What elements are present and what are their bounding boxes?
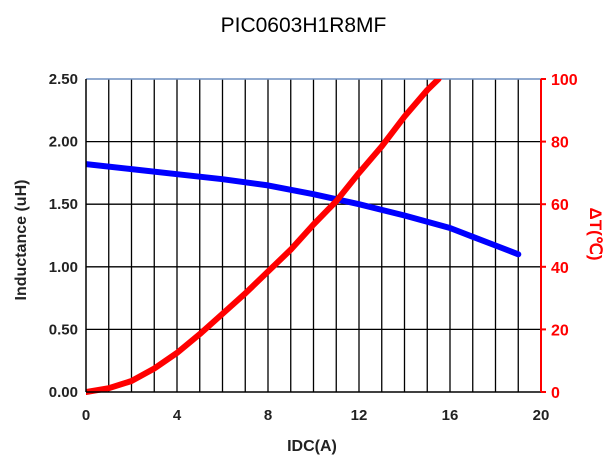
x-tick-label: 20 xyxy=(533,407,550,424)
y-right-tick-label: 60 xyxy=(551,197,569,214)
y-left-tick-label: 2.00 xyxy=(49,134,78,151)
x-tick-label: 16 xyxy=(442,407,459,424)
axes xyxy=(85,78,546,393)
tick-labels: 0 4 8 12 16 200.000.501.001.502.002.500204060… xyxy=(49,71,578,424)
y-right-tick-label: 0 xyxy=(551,385,560,402)
temperature-rise-line xyxy=(86,79,442,395)
x-axis-label: IDC(A) xyxy=(287,438,337,455)
grid xyxy=(86,78,541,392)
y-left-tick-label: 0.50 xyxy=(49,321,78,338)
y-left-tick-label: 1.00 xyxy=(49,259,78,276)
x-tick-label: 0 xyxy=(82,407,90,424)
y-left-tick-label: 1.50 xyxy=(49,196,78,213)
y-right-tick-label: 80 xyxy=(551,135,569,152)
chart-title: PIC0603H1R8MF xyxy=(220,14,387,37)
x-tick-label: 4 xyxy=(173,407,182,424)
y-right-tick-label: 20 xyxy=(551,322,569,339)
y-axis-right-label: ΔT(℃) xyxy=(586,207,605,260)
y-right-tick-label: 100 xyxy=(551,72,578,89)
series-layer xyxy=(86,79,522,395)
y-left-tick-label: 0.00 xyxy=(49,384,78,401)
y-right-tick-label: 40 xyxy=(551,260,569,277)
y-axis-left-label: Inductance (uH) xyxy=(13,180,30,301)
x-tick-label: 8 xyxy=(264,407,272,424)
y-left-tick-label: 2.50 xyxy=(49,71,78,88)
x-tick-label: 12 xyxy=(351,407,368,424)
